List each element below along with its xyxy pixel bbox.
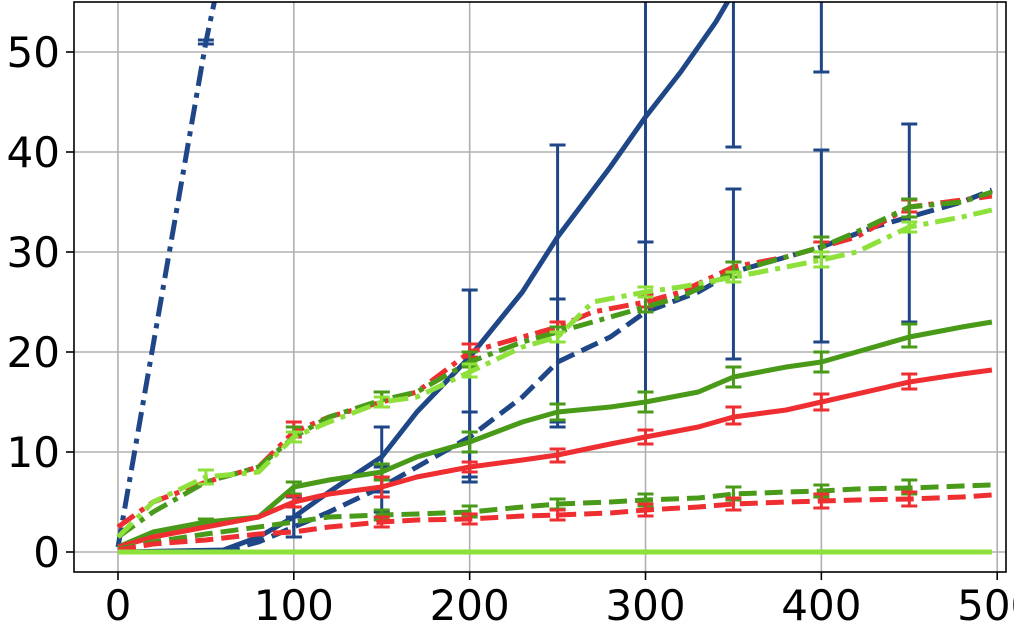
data-point (555, 453, 560, 457)
data-point (643, 290, 648, 294)
axes-frame (73, 1, 1007, 573)
data-point (819, 245, 824, 249)
x-tick-label: 300 (605, 581, 685, 630)
grid-lines (74, 2, 1006, 572)
data-point (643, 498, 648, 502)
data-point (643, 305, 648, 309)
series-line (116, 189, 993, 540)
data-point (731, 502, 736, 506)
x-tick-label: 500 (957, 581, 1014, 630)
data-point (731, 492, 736, 496)
data-point (379, 400, 384, 404)
data-point (819, 400, 824, 404)
x-tick-label: 400 (781, 581, 861, 630)
data-point (467, 440, 472, 444)
data-point (731, 275, 736, 279)
data-point (907, 225, 912, 229)
series-line (117, 319, 993, 550)
x-tick-label: 0 (105, 581, 132, 630)
data-point (555, 410, 560, 414)
data-point (731, 415, 736, 419)
data-point (555, 513, 560, 517)
y-tick-label: 20 (7, 328, 60, 377)
data-point (819, 489, 824, 493)
data-point (643, 115, 648, 119)
y-tick-label: 0 (33, 528, 60, 577)
series-line (115, 2, 217, 548)
data-point (204, 40, 208, 44)
series-9 (117, 490, 993, 553)
series-line (117, 492, 993, 553)
series-6 (117, 319, 993, 550)
series-0 (115, 2, 217, 548)
data-point (731, 375, 736, 379)
data-point (379, 520, 384, 524)
series-5 (116, 207, 993, 539)
data-point (379, 485, 384, 489)
data-point (467, 370, 472, 374)
data-point (643, 400, 648, 404)
x-tick-label: 200 (430, 581, 510, 630)
data-point (555, 360, 560, 364)
data-point (379, 470, 384, 474)
data-point (555, 335, 560, 339)
data-point (819, 360, 824, 364)
series-line (117, 187, 993, 555)
data-point (907, 205, 912, 209)
y-tick-label: 10 (7, 428, 60, 477)
y-tick-label: 50 (7, 28, 60, 77)
data-point (292, 435, 296, 439)
data-point (467, 517, 472, 521)
data-point (292, 485, 296, 489)
data-point (204, 475, 208, 479)
data-point (292, 500, 296, 504)
data-point (907, 335, 912, 339)
x-tick-label: 100 (254, 581, 334, 630)
data-point (204, 520, 208, 524)
data-point (907, 486, 912, 490)
axis-ticks: 0 100 200 300 400 500 0 10 20 30 40 50 (7, 28, 1014, 630)
y-tick-label: 30 (7, 228, 60, 277)
data-point (907, 380, 912, 384)
data-point (555, 235, 560, 239)
data-point (467, 465, 472, 469)
data-point (819, 258, 824, 262)
data-point (292, 525, 296, 529)
y-tick-label: 40 (7, 128, 60, 177)
data-point (643, 435, 648, 439)
data-point (643, 508, 648, 512)
plot-area (115, 2, 993, 555)
series-2 (117, 122, 993, 555)
data-point (907, 497, 912, 501)
data-point (555, 502, 560, 506)
data-point (819, 499, 824, 503)
data-point (379, 455, 384, 459)
series-line (116, 207, 993, 539)
series-7 (117, 367, 993, 550)
